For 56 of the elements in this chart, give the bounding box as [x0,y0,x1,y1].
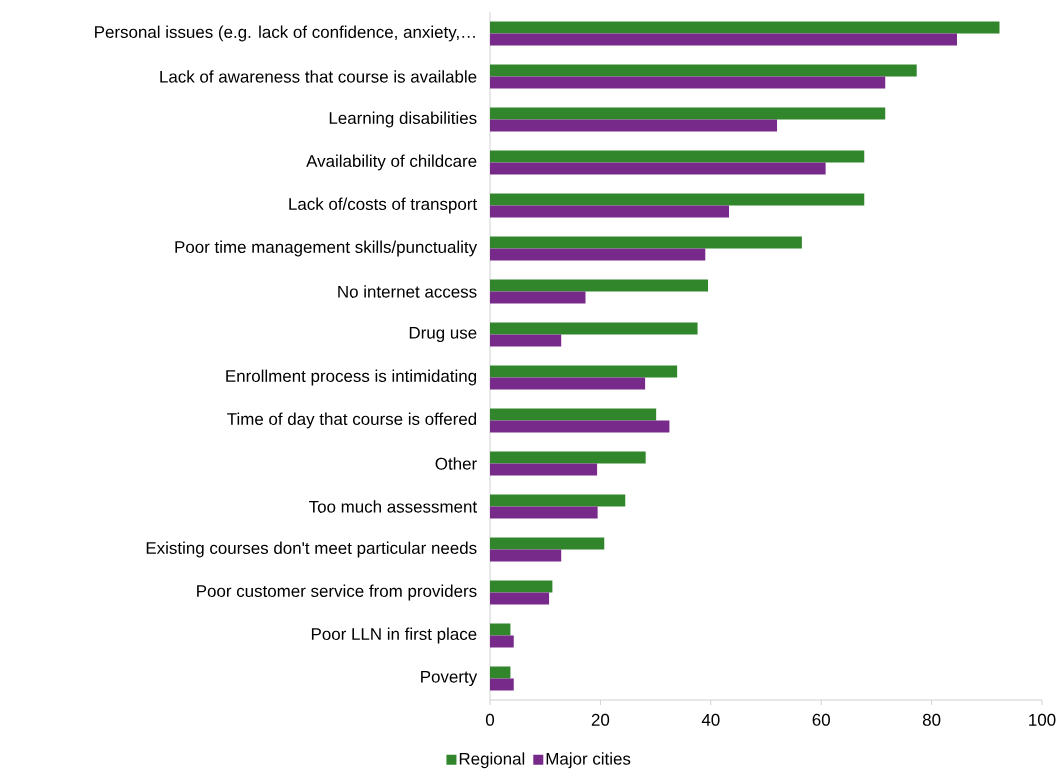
bar [490,64,917,77]
y-tick-label: Poor time management skills/punctuality [175,240,478,257]
y-tick-label: Drug use [409,326,477,343]
y-tick-label: Availability of childcare [306,154,477,171]
bar [490,21,1000,34]
bar [490,107,886,120]
bar [490,463,598,476]
bar [490,506,598,519]
x-tick-label: 60 [812,713,830,726]
y-tick-label: Too much assessment [309,500,477,513]
bar [490,162,826,175]
y-tick-label: Enrollment process is intimidating [226,369,477,386]
bar [490,334,562,347]
y-tick-label: Lack of awareness that course is available [160,70,477,83]
bar [490,236,802,249]
bar [490,322,698,335]
bar [490,635,514,648]
bar [490,205,730,218]
legend-label: Major cities [546,752,631,769]
bar [490,451,646,464]
bar [490,623,511,636]
bar [490,592,550,605]
bar [490,549,562,562]
x-tick-label: 80 [922,713,941,726]
bar [490,408,657,421]
bar [490,33,957,46]
y-tick-label: Poor LLN in first place [311,627,477,644]
y-tick-label: Other [435,457,477,470]
x-tick-label: 0 [485,713,495,726]
bar [490,494,626,507]
bar [490,580,553,593]
y-tick-label: Poverty [421,670,478,687]
bar [490,150,865,163]
bar [490,420,670,433]
bar [490,666,511,679]
y-tick-label: Personal issues (e.g. lack of confidence, anxiety,… [95,25,475,42]
bar [490,377,646,390]
bar [490,537,605,550]
y-tick-label: No internet access [338,285,477,298]
y-tick-label: Lack of/costs of transport [289,197,478,214]
bar [490,193,865,206]
bar [490,291,586,304]
bar [490,279,709,292]
legend-label: Regional [459,752,525,769]
bar [490,365,678,378]
y-tick-label: Time of day that course is offered [227,412,477,429]
x-tick-label: 20 [591,713,610,726]
x-tick-label: 40 [701,713,720,726]
bar [490,76,886,89]
x-tick-label: 100 [1029,713,1056,726]
y-tick-label: Learning disabilities [329,111,477,128]
bar [490,119,778,132]
bar [490,248,706,261]
y-tick-label: Existing courses don't meet particular needs [146,541,477,558]
bar [490,678,514,691]
y-tick-label: Poor customer service from providers [197,584,477,601]
